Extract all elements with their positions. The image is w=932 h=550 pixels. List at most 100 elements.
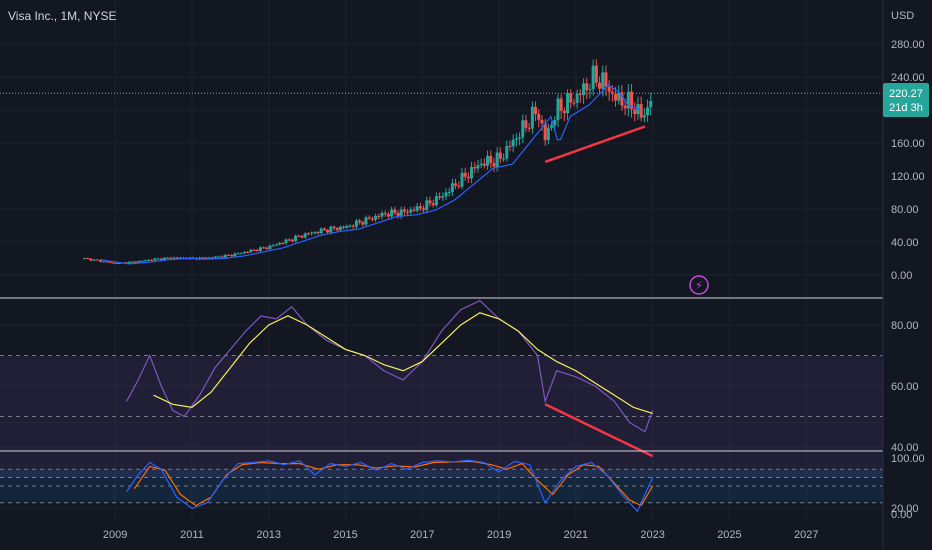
candle-body bbox=[278, 243, 282, 245]
x-tick-label: 2015 bbox=[333, 529, 357, 541]
candle-body bbox=[441, 196, 445, 198]
candle-body bbox=[114, 263, 118, 265]
candle-body bbox=[82, 258, 86, 260]
candle-body bbox=[508, 145, 512, 147]
x-tick-label: 2011 bbox=[180, 529, 204, 541]
candle-body bbox=[236, 253, 240, 255]
candle-body bbox=[575, 93, 579, 103]
candle-body bbox=[358, 220, 362, 223]
candle-body bbox=[246, 251, 250, 253]
candle-body bbox=[249, 249, 253, 253]
candle-body bbox=[118, 262, 122, 264]
candle-body bbox=[610, 91, 614, 94]
candle-body bbox=[130, 261, 134, 263]
candle-body bbox=[486, 155, 490, 166]
candle-body bbox=[598, 82, 602, 89]
candle-body bbox=[175, 257, 179, 259]
candle-body bbox=[434, 196, 438, 206]
candle-body bbox=[406, 211, 410, 213]
candle-body bbox=[214, 256, 218, 258]
symbol-title[interactable]: Visa Inc., 1M, NYSE bbox=[8, 9, 117, 23]
candle-body bbox=[607, 86, 611, 92]
candle-body bbox=[220, 256, 224, 258]
currency-label[interactable]: USD bbox=[891, 10, 914, 22]
candle-body bbox=[335, 228, 339, 231]
candle-body bbox=[502, 158, 506, 160]
candle-body bbox=[556, 98, 560, 121]
candle-body bbox=[543, 123, 547, 141]
rsi-line bbox=[126, 299, 654, 433]
candle-body bbox=[105, 261, 109, 263]
candle-body bbox=[111, 262, 115, 264]
candle-body bbox=[473, 166, 477, 169]
bar-countdown-label: 21d 3h bbox=[889, 102, 923, 114]
candle-body bbox=[127, 261, 131, 264]
candle-body bbox=[265, 247, 269, 249]
candle-body bbox=[342, 226, 346, 228]
candle-body bbox=[470, 166, 474, 179]
candle-body bbox=[594, 65, 598, 83]
indicator-bands bbox=[0, 355, 883, 504]
candle-body bbox=[386, 214, 390, 217]
candle-body bbox=[146, 259, 150, 261]
candle-body bbox=[428, 200, 432, 204]
rsi-tick-label: 20.00 bbox=[891, 503, 919, 515]
candle-body bbox=[322, 228, 326, 230]
candle-body bbox=[402, 209, 406, 212]
candle-body bbox=[156, 258, 160, 260]
candle-body bbox=[626, 91, 630, 109]
candle-body bbox=[521, 120, 525, 138]
candle-body bbox=[601, 72, 605, 89]
x-tick-label: 2013 bbox=[256, 529, 280, 541]
candle-body bbox=[345, 225, 349, 228]
candle-body bbox=[585, 83, 589, 91]
candle-body bbox=[300, 236, 304, 238]
candle-body bbox=[287, 239, 291, 241]
candle-body bbox=[223, 254, 227, 258]
candle-body bbox=[537, 113, 541, 120]
candle-body bbox=[252, 249, 256, 251]
candle-body bbox=[572, 102, 576, 104]
candle-body bbox=[230, 255, 234, 257]
candle-body bbox=[258, 247, 262, 252]
candle-body bbox=[431, 203, 435, 206]
candle-body bbox=[582, 83, 586, 96]
stochastic-tick-label: 100.00 bbox=[891, 453, 925, 465]
candle-body bbox=[591, 65, 595, 90]
candle-body bbox=[326, 229, 330, 233]
candle-body bbox=[479, 163, 483, 166]
candle-body bbox=[89, 258, 93, 261]
candle-body bbox=[534, 106, 538, 114]
candle-body bbox=[364, 217, 368, 225]
candle-body bbox=[415, 206, 419, 211]
candle-body bbox=[390, 209, 394, 217]
candle-body bbox=[450, 183, 454, 192]
candle-body bbox=[108, 262, 112, 264]
rsi-tick-label: 40.00 bbox=[891, 442, 919, 454]
candle-body bbox=[178, 257, 182, 259]
candle-body bbox=[527, 127, 531, 129]
candle-body bbox=[514, 138, 518, 140]
candle-body bbox=[617, 92, 621, 101]
candle-body bbox=[553, 120, 557, 126]
candle-body bbox=[588, 89, 592, 91]
candle-body bbox=[425, 200, 429, 211]
candle-body bbox=[409, 209, 413, 213]
candle-body bbox=[86, 258, 90, 260]
candle-body bbox=[172, 257, 176, 259]
candle-body bbox=[489, 155, 493, 164]
candle-body bbox=[614, 93, 618, 101]
candle-body bbox=[505, 145, 509, 159]
lightning-bolt-icon[interactable]: ⚡ bbox=[689, 275, 709, 295]
candle-body bbox=[524, 120, 528, 128]
rsi-trendline bbox=[544, 403, 654, 458]
candle-body bbox=[454, 183, 458, 186]
candle-body bbox=[444, 192, 448, 197]
candle-body bbox=[546, 127, 550, 141]
candle-body bbox=[396, 213, 400, 217]
candle-body bbox=[153, 258, 157, 261]
candle-body bbox=[271, 245, 275, 247]
candle-body bbox=[134, 261, 138, 263]
candle-body bbox=[604, 72, 608, 87]
